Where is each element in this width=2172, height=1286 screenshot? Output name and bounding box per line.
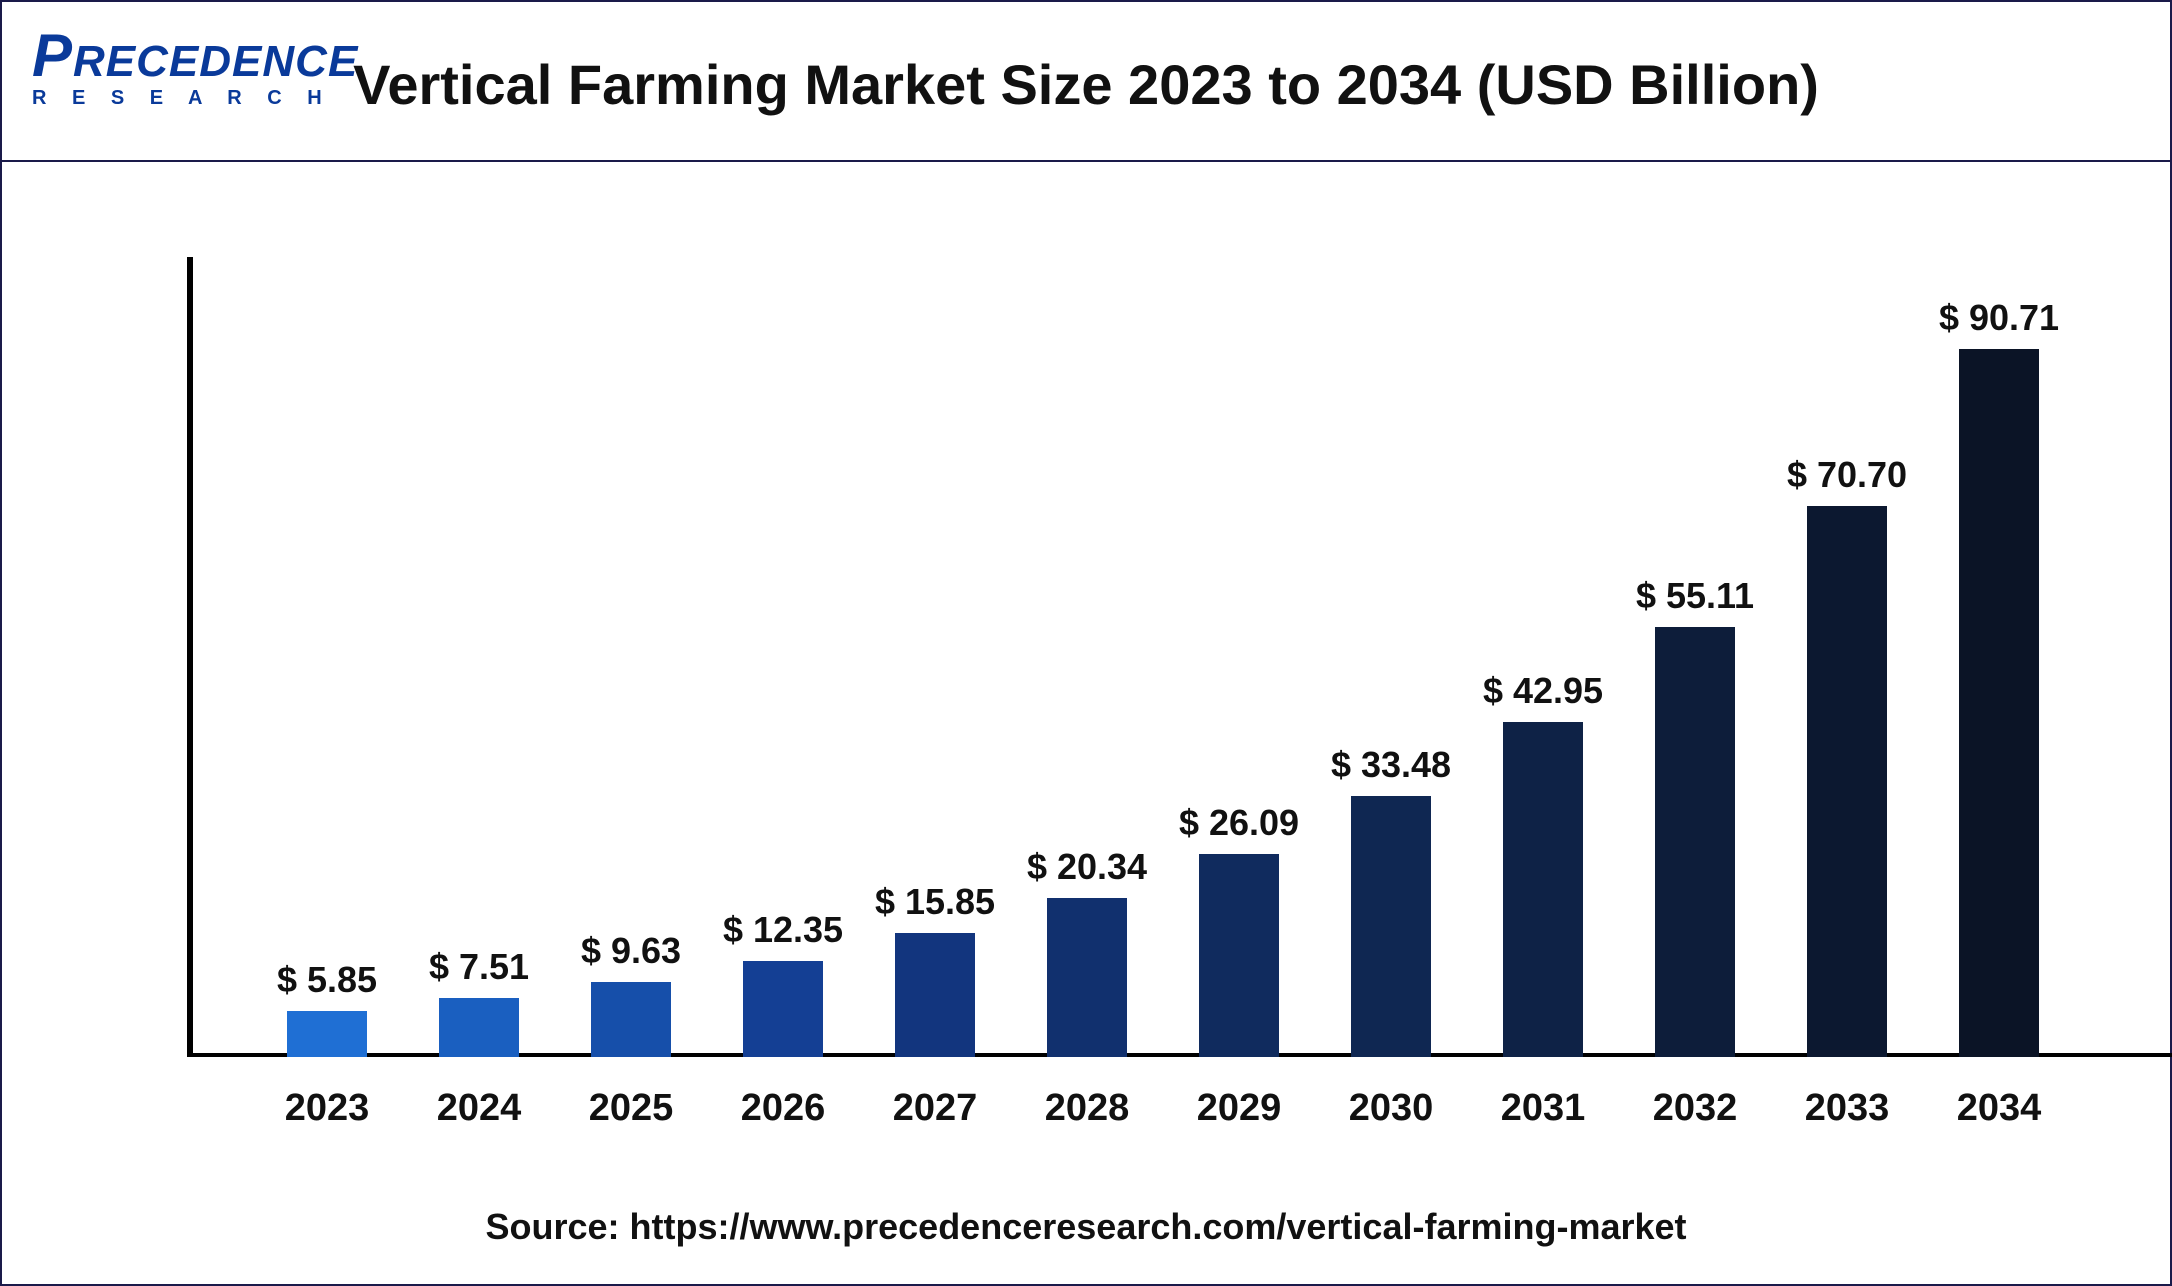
bar	[1959, 349, 2039, 1057]
chart-frame: PRECEDENCE R E S E A R C H Vertical Farm…	[0, 0, 2172, 1286]
header: PRECEDENCE R E S E A R C H Vertical Farm…	[2, 2, 2170, 162]
bar-group: $ 20.342028	[1047, 257, 1127, 1057]
y-axis	[187, 257, 193, 1057]
bar-group: $ 90.712034	[1959, 257, 2039, 1057]
bar-group: $ 7.512024	[439, 257, 519, 1057]
bar-group: $ 70.702033	[1807, 257, 1887, 1057]
bar	[1199, 854, 1279, 1058]
bar-group: $ 42.952031	[1503, 257, 1583, 1057]
bar	[743, 961, 823, 1057]
bar-group: $ 12.352026	[743, 257, 823, 1057]
bar-group: $ 55.112032	[1655, 257, 1735, 1057]
bar	[591, 982, 671, 1057]
bar-value-label: $ 33.48	[1291, 744, 1491, 786]
source-attribution: Source: https://www.precedenceresearch.c…	[2, 1206, 2170, 1248]
bar	[1807, 506, 1887, 1057]
bar-value-label: $ 90.71	[1899, 297, 2099, 339]
bar	[1503, 722, 1583, 1057]
bar-group: $ 5.852023	[287, 257, 367, 1057]
bar	[439, 998, 519, 1057]
plot-area: $ 5.852023 $ 7.512024 $ 9.632025 $ 12.35202…	[187, 257, 2172, 1057]
bar-value-label: $ 26.09	[1139, 802, 1339, 844]
bar	[1047, 898, 1127, 1057]
bar	[1351, 796, 1431, 1057]
bar	[1655, 627, 1735, 1057]
bar-value-label: $ 20.34	[987, 846, 1187, 888]
bar	[895, 933, 975, 1057]
bar	[287, 1011, 367, 1057]
bar-group: $ 15.852027	[895, 257, 975, 1057]
bar-value-label: $ 70.70	[1747, 454, 1947, 496]
x-tick-label: 2034	[1899, 1087, 2099, 1130]
chart-title: Vertical Farming Market Size 2023 to 203…	[2, 52, 2170, 117]
bar-group: $ 9.632025	[591, 257, 671, 1057]
bar-value-label: $ 55.11	[1595, 575, 1795, 617]
bar-value-label: $ 42.95	[1443, 670, 1643, 712]
bar-group: $ 33.482030	[1351, 257, 1431, 1057]
bar-group: $ 26.092029	[1199, 257, 1279, 1057]
